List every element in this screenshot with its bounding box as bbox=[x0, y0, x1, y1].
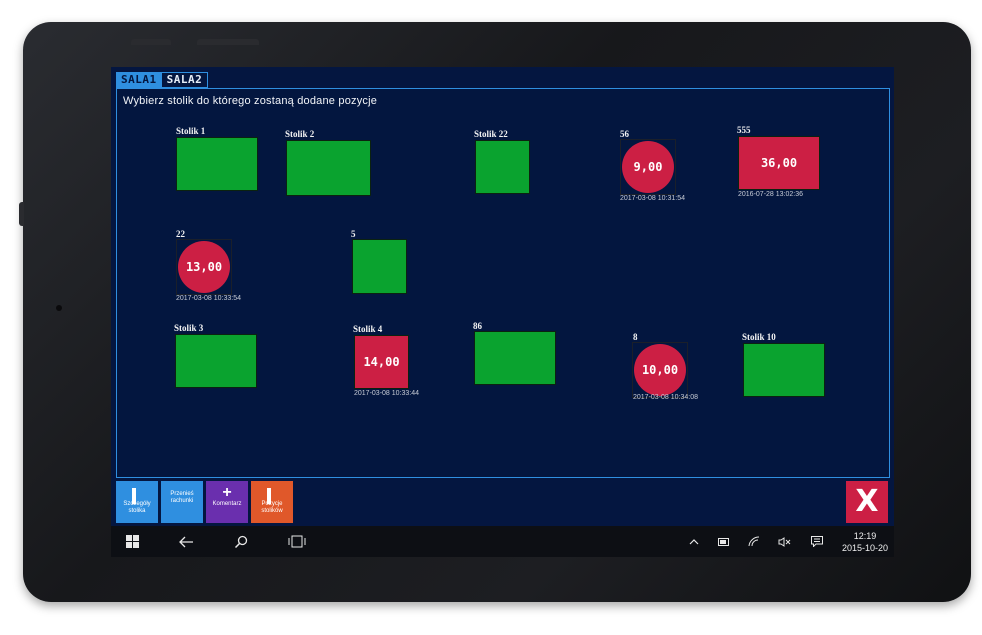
search-icon[interactable] bbox=[228, 526, 254, 557]
bill-amount: 14,00 bbox=[363, 355, 400, 369]
table-stolik-4[interactable]: 14,00 bbox=[354, 335, 409, 389]
close-button[interactable]: X bbox=[846, 481, 888, 523]
table-label: 22 bbox=[176, 229, 185, 239]
plus-icon: + bbox=[222, 484, 232, 501]
table-stolik-3[interactable] bbox=[175, 334, 257, 388]
comment-button[interactable]: + Komentarz bbox=[206, 481, 248, 523]
instruction-text: Wybierz stolik do którego zostaną dodane… bbox=[123, 95, 378, 107]
table-stolik-1[interactable] bbox=[176, 137, 258, 191]
bill-timestamp: 2017-03-08 10:33:54 bbox=[176, 295, 241, 302]
volume-mute-icon[interactable] bbox=[775, 526, 793, 557]
table-56-frame bbox=[620, 139, 676, 195]
notification-icon[interactable] bbox=[808, 526, 826, 557]
table-label: 8 bbox=[633, 332, 638, 342]
move-bills-button[interactable]: Przenieś rachunki bbox=[161, 481, 203, 523]
table-label: 86 bbox=[473, 321, 482, 331]
bill-amount: 36,00 bbox=[760, 156, 798, 170]
table-label: Stolik 1 bbox=[176, 126, 206, 136]
table-label: 555 bbox=[737, 125, 751, 135]
table-8[interactable]: 10,00 bbox=[634, 344, 686, 396]
windows-icon[interactable] bbox=[119, 526, 145, 557]
table-86[interactable] bbox=[474, 331, 556, 385]
volume-button bbox=[131, 39, 171, 45]
table-label: 56 bbox=[620, 129, 629, 139]
clock-time: 12:19 bbox=[853, 531, 877, 541]
bill-timestamp: 2017-03-08 10:31:54 bbox=[620, 195, 685, 202]
table-22[interactable]: 13,00 bbox=[178, 241, 230, 293]
grid-icon bbox=[132, 488, 142, 504]
system-clock[interactable]: 12:19 2015-10-20 bbox=[842, 530, 888, 554]
table-map-panel: Wybierz stolik do którego zostaną dodane… bbox=[116, 88, 890, 478]
task-view-icon[interactable] bbox=[284, 526, 310, 557]
table-stolik-2[interactable] bbox=[286, 140, 371, 196]
back-arrow-icon[interactable] bbox=[173, 526, 199, 557]
table-label: 5 bbox=[351, 229, 356, 239]
table-label: Stolik 2 bbox=[285, 129, 315, 139]
comment-label: Komentarz bbox=[212, 501, 242, 507]
front-camera bbox=[56, 305, 62, 311]
wifi-icon[interactable] bbox=[745, 526, 763, 557]
table-56[interactable]: 9,00 bbox=[622, 141, 674, 193]
bill-amount: 13,00 bbox=[185, 260, 223, 274]
move-bills-label: Przenieś rachunki bbox=[170, 491, 194, 504]
table-label: Stolik 4 bbox=[353, 324, 383, 334]
bill-timestamp: 2017-03-08 10:33:44 bbox=[354, 390, 419, 397]
bill-amount: 9,00 bbox=[633, 160, 663, 174]
table-8-frame bbox=[632, 342, 688, 398]
chevron-up-icon[interactable] bbox=[685, 526, 703, 557]
table-22-frame bbox=[176, 239, 232, 295]
table-label: Stolik 10 bbox=[742, 332, 776, 342]
table-details-label: Szczegóły stolika bbox=[123, 501, 151, 514]
table-stolik-22[interactable] bbox=[475, 140, 530, 194]
table-details-button[interactable]: Szczegóły stolika bbox=[116, 481, 158, 523]
bill-amount: 10,00 bbox=[641, 363, 679, 377]
bottom-toolbar: Szczegóły stolika Przenieś rachunki + Ko… bbox=[111, 480, 894, 526]
battery-icon[interactable] bbox=[715, 526, 733, 557]
room-tabs: SALA1 SALA2 bbox=[116, 72, 209, 88]
table-stolik-10[interactable] bbox=[743, 343, 825, 397]
table-positions-label: Pozycje stolików bbox=[261, 501, 283, 514]
table-5[interactable] bbox=[352, 239, 407, 294]
table-label: Stolik 3 bbox=[174, 323, 204, 333]
windows-taskbar: 12:19 2015-10-20 bbox=[111, 526, 894, 557]
bill-timestamp: 2016-07-28 13:02:36 bbox=[738, 191, 803, 198]
side-button bbox=[19, 202, 24, 226]
table-555[interactable]: 36,00 bbox=[738, 136, 820, 190]
bill-timestamp: 2017-03-08 10:34:08 bbox=[633, 394, 698, 401]
tab-sala1[interactable]: SALA1 bbox=[116, 72, 162, 88]
app-screen: SALA1 SALA2 Wybierz stolik do którego zo… bbox=[111, 67, 894, 557]
power-button bbox=[197, 39, 259, 45]
tab-sala2[interactable]: SALA2 bbox=[161, 72, 209, 88]
table-label: Stolik 22 bbox=[474, 129, 508, 139]
table-positions-button[interactable]: Pozycje stolików bbox=[251, 481, 293, 523]
grid-icon bbox=[267, 488, 277, 504]
clock-date: 2015-10-20 bbox=[841, 543, 888, 553]
